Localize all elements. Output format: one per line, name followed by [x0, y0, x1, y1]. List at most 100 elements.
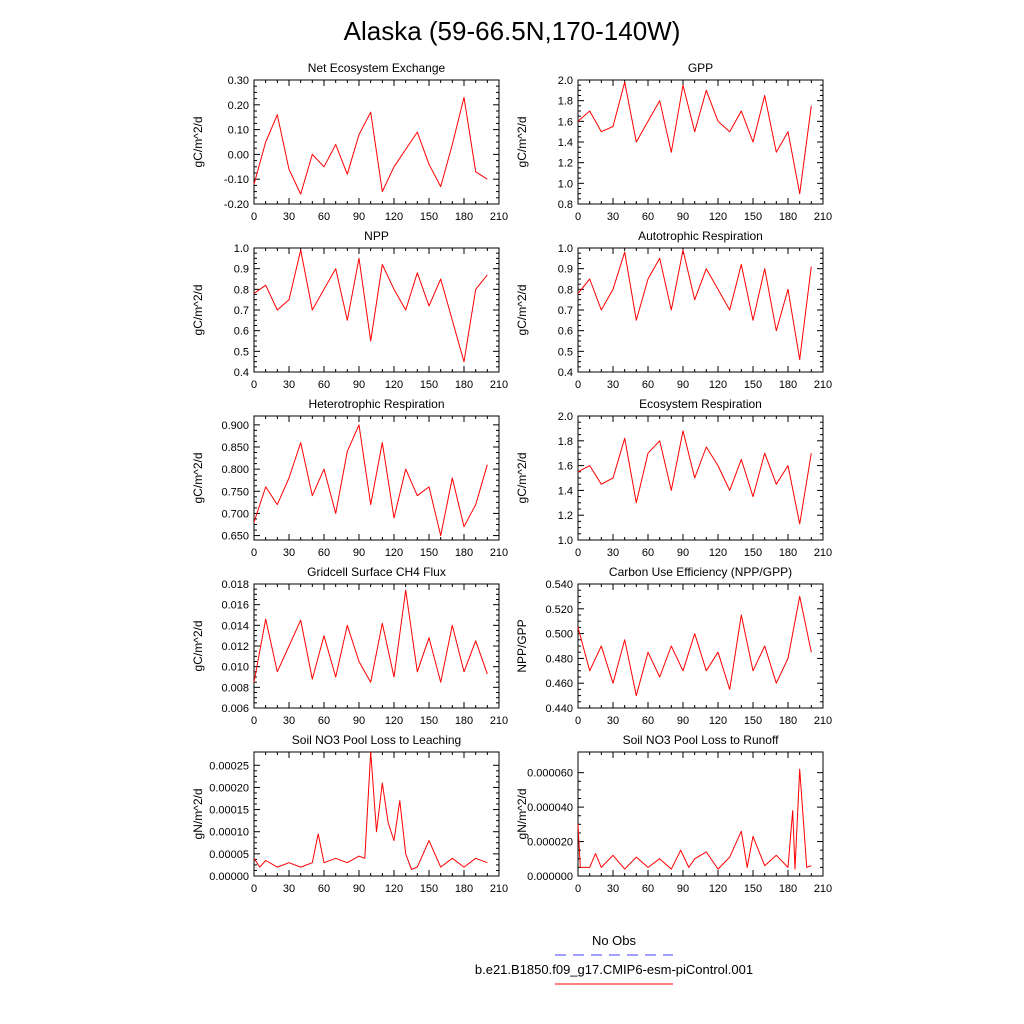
y-tick-label: 0.000020: [527, 837, 573, 849]
y-tick-label: 0.850: [221, 442, 249, 454]
x-tick-label: 210: [490, 379, 508, 391]
y-tick-label: 2.0: [558, 411, 573, 423]
x-tick-label: 60: [642, 883, 654, 895]
series-line: [577, 595, 812, 697]
y-tick-label: 1.0: [234, 243, 249, 255]
y-tick-label: 0.00015: [209, 805, 249, 817]
y-axis-label: gC/m^2/d: [515, 117, 529, 168]
y-tick-label: 0.000040: [527, 802, 573, 814]
panel-ch4: Gridcell Surface CH4 Flux gC/m^2/d 0 30 60 90…: [191, 565, 508, 727]
y-tick-label: 0.000000: [527, 871, 573, 883]
plot-frame: [253, 415, 500, 541]
y-tick-label: 0.006: [221, 703, 249, 715]
legend-obs-label: No Obs: [592, 933, 637, 948]
panel-leach: Soil NO3 Pool Loss to Leaching gN/m^2/d 0 3…: [191, 733, 508, 895]
x-tick-label: 30: [607, 883, 619, 895]
x-tick-label: 90: [677, 547, 689, 559]
x-tick-label: 210: [814, 715, 832, 727]
x-tick-label: 180: [455, 379, 473, 391]
y-tick-label: 0.8: [234, 284, 249, 296]
plot-frame: [577, 583, 824, 709]
x-tick-label: 120: [709, 379, 727, 391]
panel-hr: Heterotrophic Respiration gC/m^2/d 0 30 60 90…: [191, 397, 508, 559]
y-tick-label: 1.0: [558, 243, 573, 255]
x-tick-label: 60: [642, 379, 654, 391]
x-tick-label: 180: [779, 715, 797, 727]
x-tick-label: 210: [814, 211, 832, 223]
panel-title: Soil NO3 Pool Loss to Runoff: [623, 733, 780, 747]
plot-frame: [577, 247, 824, 373]
x-tick-label: 30: [607, 211, 619, 223]
x-tick-label: 0: [251, 715, 257, 727]
panel-title: Autotrophic Respiration: [638, 229, 763, 243]
y-tick-label: 0.440: [545, 703, 573, 715]
y-tick-label: 0.30: [228, 75, 249, 87]
panel-runoff: Soil NO3 Pool Loss to Runoff gN/m^2/d 0 30 6…: [515, 733, 832, 895]
plot-frame: [577, 751, 824, 877]
plot-frame: [253, 583, 500, 709]
x-tick-label: 210: [490, 547, 508, 559]
x-tick-label: 120: [385, 715, 403, 727]
y-tick-label: 0.00025: [209, 760, 249, 772]
y-tick-label: -0.10: [224, 174, 249, 186]
x-tick-label: 150: [420, 211, 438, 223]
x-tick-label: 120: [385, 547, 403, 559]
x-tick-label: 60: [642, 715, 654, 727]
y-tick-label: 0.5: [558, 346, 573, 358]
series-line: [577, 81, 812, 195]
x-tick-label: 30: [283, 211, 295, 223]
x-tick-label: 0: [251, 883, 257, 895]
y-tick-label: 1.2: [558, 510, 573, 522]
plot-frame: [253, 751, 500, 877]
panel-title: Soil NO3 Pool Loss to Leaching: [292, 733, 461, 747]
x-tick-label: 90: [677, 379, 689, 391]
panel-title: Net Ecosystem Exchange: [308, 61, 446, 75]
y-tick-label: 0.500: [545, 629, 573, 641]
x-tick-label: 30: [607, 547, 619, 559]
x-tick-label: 120: [709, 547, 727, 559]
y-tick-label: 0.750: [221, 486, 249, 498]
x-tick-label: 180: [779, 547, 797, 559]
y-tick-label: 0.000060: [527, 768, 573, 780]
panel-er: Ecosystem Respiration gC/m^2/d 0 30 60 90 120 1…: [515, 397, 832, 559]
y-tick-label: 0.700: [221, 508, 249, 520]
x-tick-label: 150: [420, 379, 438, 391]
panel-npp: NPP gC/m^2/d 0 30 60 90 120 150 180 210 0.4 0.5 0.6 0…: [191, 229, 508, 391]
x-tick-label: 0: [575, 715, 581, 727]
x-tick-label: 30: [283, 547, 295, 559]
x-tick-label: 30: [607, 379, 619, 391]
x-tick-label: 90: [353, 211, 365, 223]
x-tick-label: 90: [353, 379, 365, 391]
y-tick-label: 0.010: [221, 662, 249, 674]
x-tick-label: 180: [779, 211, 797, 223]
y-tick-label: 1.8: [558, 436, 573, 448]
x-tick-label: 150: [744, 883, 762, 895]
x-tick-label: 90: [353, 883, 365, 895]
x-tick-label: 180: [455, 211, 473, 223]
y-tick-label: 1.4: [558, 485, 573, 497]
y-axis-label: gC/m^2/d: [515, 285, 529, 336]
x-tick-label: 0: [251, 211, 257, 223]
series-line: [577, 430, 812, 525]
x-tick-label: 90: [677, 211, 689, 223]
y-tick-label: 0.012: [221, 641, 249, 653]
x-tick-label: 30: [283, 883, 295, 895]
x-tick-label: 90: [677, 883, 689, 895]
panel-nee: Net Ecosystem Exchange gC/m^2/d 0 30 60 90 120…: [191, 61, 508, 223]
y-tick-label: 0.00020: [209, 782, 249, 794]
y-tick-label: 0.00000: [209, 871, 249, 883]
legend-model-label: b.e21.B1850.f09_g17.CMIP6-esm-piControl.…: [475, 962, 753, 977]
x-tick-label: 120: [709, 715, 727, 727]
series-line: [253, 589, 488, 683]
y-tick-label: 0.540: [545, 579, 573, 591]
y-tick-label: 0.016: [221, 600, 249, 612]
plot-frame: [253, 79, 500, 205]
panel-title: NPP: [364, 229, 389, 243]
y-axis-label: NPP/GPP: [515, 619, 529, 672]
y-tick-label: 0.20: [228, 100, 249, 112]
plot-frame: [577, 79, 824, 205]
legend: No Obs b.e21.B1850.f09_g17.CMIP6-esm-piC…: [475, 933, 753, 985]
x-tick-label: 150: [420, 883, 438, 895]
x-tick-label: 120: [385, 211, 403, 223]
x-tick-label: 0: [575, 883, 581, 895]
